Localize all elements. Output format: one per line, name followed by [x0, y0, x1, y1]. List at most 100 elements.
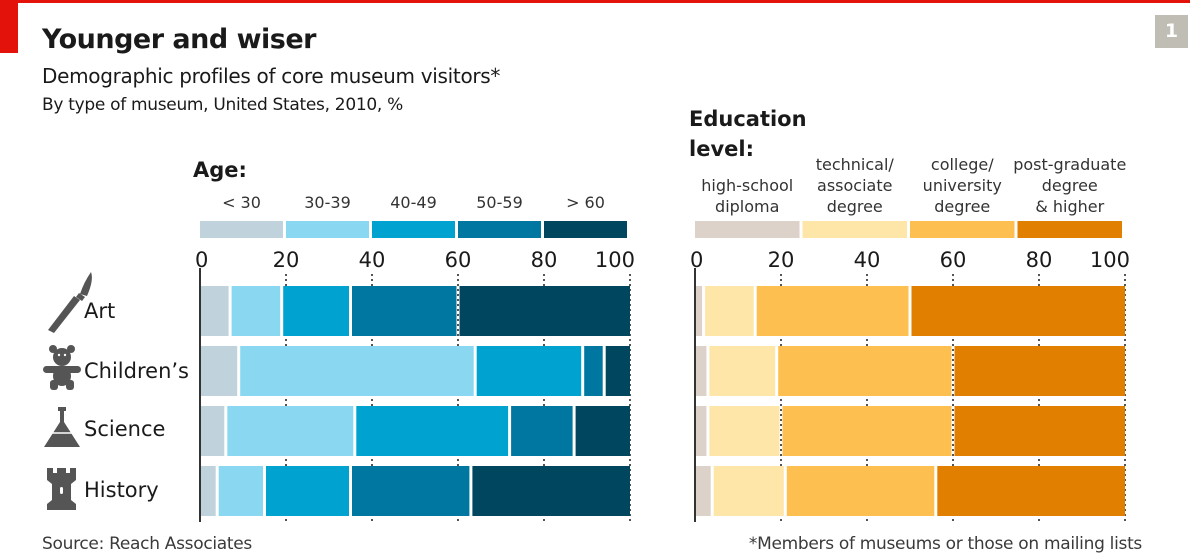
footnote: *Members of museums or those on mailing … — [748, 534, 1142, 554]
bar-segment-art-1 — [705, 286, 754, 336]
bar-segment-science-2 — [782, 406, 952, 456]
legend-label: < 30 — [222, 193, 261, 212]
education-axis-ticks: 0 20 40 60 80 100 — [690, 248, 1130, 272]
legend-label: high-school — [701, 176, 793, 195]
x-tick-label: 0 — [195, 248, 208, 272]
legend-swatch-4 — [544, 221, 627, 238]
education-panel-title-line2: level: — [689, 137, 754, 161]
bar-segment-childrens-2 — [476, 346, 582, 396]
x-tick-label: 100 — [1090, 248, 1130, 272]
bar-segment-science-0 — [201, 406, 225, 456]
bar-segment-childrens-3 — [584, 346, 603, 396]
category-label: History — [84, 478, 159, 502]
bar-segment-art-4 — [459, 286, 630, 336]
chart-subtitle: Demographic profiles of core museum visi… — [42, 64, 501, 88]
legend-swatch-1 — [286, 221, 369, 238]
bar-segment-art-2 — [283, 286, 349, 336]
age-axis-ticks: 0 20 40 60 80 100 — [195, 248, 635, 272]
legend-swatch-0 — [200, 221, 283, 238]
bar-segment-art-1 — [231, 286, 281, 336]
age-bars — [201, 286, 630, 516]
age-panel: Age: < 30 30-39 40-49 50-59 > 60 0 20 40 60 80 10… — [193, 158, 635, 522]
x-tick-label: 20 — [273, 248, 300, 272]
x-tick-label: 60 — [445, 248, 472, 272]
x-tick-label: 0 — [690, 248, 703, 272]
legend-swatch-1 — [802, 221, 907, 238]
category-labels: Art Children’s Science History — [43, 272, 189, 510]
bar-segment-art-0 — [201, 286, 229, 336]
bar-segment-childrens-0 — [696, 346, 707, 396]
legend-swatch-0 — [695, 221, 800, 238]
legend-label: 50-59 — [476, 193, 523, 212]
legend-label: 40-49 — [390, 193, 437, 212]
bar-segment-history-4 — [472, 466, 630, 516]
x-tick-label: 40 — [854, 248, 881, 272]
bar-segment-childrens-2 — [778, 346, 952, 396]
x-tick-label: 60 — [940, 248, 967, 272]
legend-label: diploma — [715, 197, 779, 216]
bar-segment-childrens-1 — [240, 346, 474, 396]
x-tick-label: 100 — [595, 248, 635, 272]
bar-segment-science-4 — [575, 406, 630, 456]
education-panel-title-line1: Education — [689, 107, 807, 131]
bar-segment-science-0 — [696, 406, 707, 456]
flask-icon — [44, 407, 80, 447]
bar-segment-childrens-4 — [605, 346, 630, 396]
x-tick-label: 20 — [768, 248, 795, 272]
teddy-bear-icon — [43, 345, 81, 390]
bar-segment-history-2 — [786, 466, 935, 516]
legend-label: degree — [827, 197, 883, 216]
x-tick-label: 40 — [359, 248, 386, 272]
bar-segment-science-3 — [511, 406, 573, 456]
legend-label: technical/ — [816, 155, 895, 174]
bar-segment-science-2 — [356, 406, 509, 456]
legend-label: university — [923, 176, 1002, 195]
legend-swatch-3 — [1017, 221, 1122, 238]
legend-label: & higher — [1035, 197, 1104, 216]
bar-segment-history-1 — [713, 466, 784, 516]
legend-label: post-graduate — [1013, 155, 1126, 174]
bar-segment-history-3 — [937, 466, 1125, 516]
bar-segment-art-2 — [756, 286, 909, 336]
brand-tab — [0, 0, 18, 53]
age-panel-title: Age: — [193, 158, 247, 182]
castle-tower-icon — [47, 468, 76, 510]
bar-segment-childrens-3 — [954, 346, 1125, 396]
legend-swatch-2 — [910, 221, 1015, 238]
legend-swatch-2 — [372, 221, 455, 238]
x-tick-label: 80 — [1026, 248, 1053, 272]
legend-label: associate — [817, 176, 892, 195]
category-label: Children’s — [84, 359, 189, 383]
bar-segment-science-3 — [954, 406, 1125, 456]
bar-segment-art-0 — [696, 286, 703, 336]
bar-segment-history-2 — [266, 466, 349, 516]
x-tick-label: 80 — [531, 248, 558, 272]
bar-segment-science-1 — [709, 406, 780, 456]
legend-label: degree — [1042, 176, 1098, 195]
age-legend: < 30 30-39 40-49 50-59 > 60 — [200, 193, 627, 238]
paintbrush-icon — [48, 272, 92, 333]
chart-title: Younger and wiser — [42, 24, 317, 55]
bar-segment-history-0 — [696, 466, 711, 516]
chart-description: By type of museum, United States, 2010, … — [42, 95, 403, 115]
legend-label: 30-39 — [304, 193, 351, 212]
bar-segment-childrens-0 — [201, 346, 238, 396]
education-legend: high-school diploma technical/associate deg… — [695, 155, 1126, 238]
bar-segment-art-3 — [352, 286, 457, 336]
chart-number-badge: 1 — [1155, 15, 1188, 48]
bar-segment-history-0 — [201, 466, 216, 516]
bar-segment-art-3 — [911, 286, 1125, 336]
category-label: Art — [84, 299, 115, 323]
bar-segment-history-3 — [352, 466, 470, 516]
source-note: Source: Reach Associates — [42, 534, 252, 554]
bar-segment-history-1 — [218, 466, 263, 516]
education-panel: Education level: high-school diploma techn… — [689, 107, 1130, 522]
category-label: Science — [84, 417, 165, 441]
legend-label: college/ — [931, 155, 994, 174]
legend-label: degree — [934, 197, 990, 216]
top-rule — [0, 0, 1190, 3]
bar-segment-childrens-1 — [709, 346, 776, 396]
education-bars — [696, 286, 1125, 516]
bar-segment-science-1 — [227, 406, 354, 456]
